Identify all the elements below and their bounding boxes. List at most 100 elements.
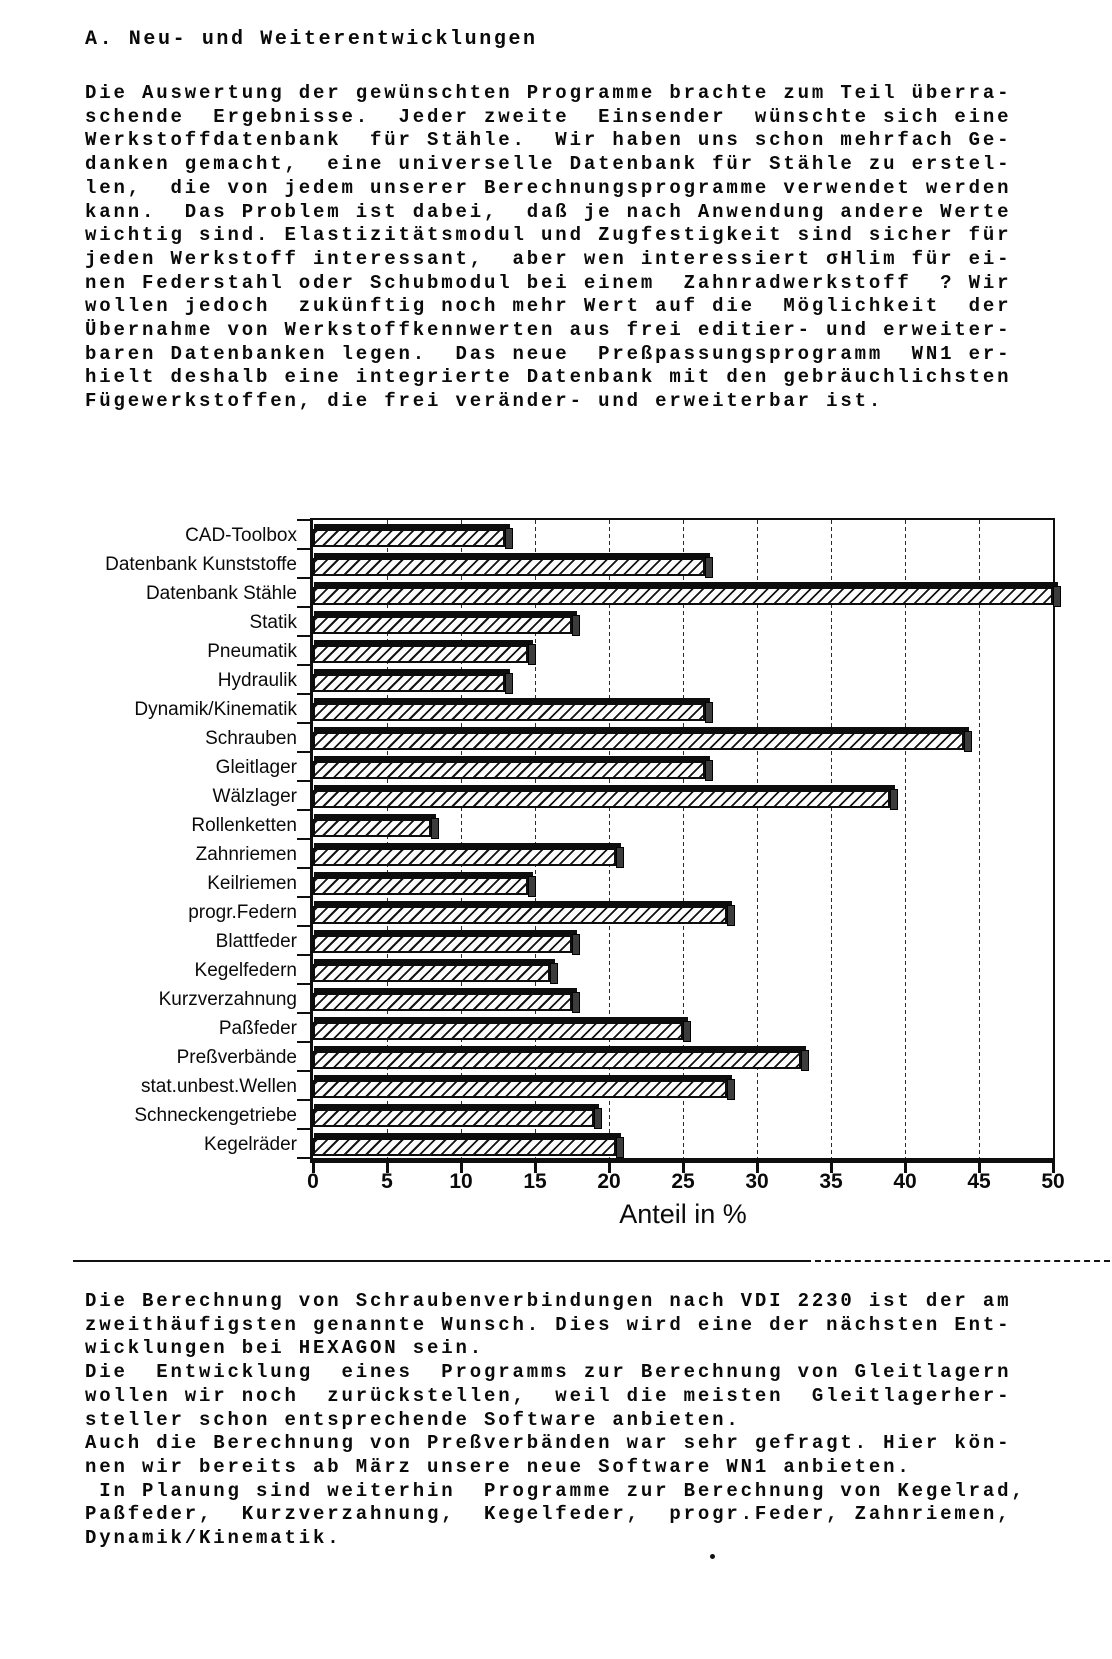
bar-end-cap — [572, 992, 580, 1013]
bar-front-face — [313, 1051, 801, 1069]
bar-top-face — [314, 901, 732, 908]
bar-front-face — [313, 558, 705, 576]
y-axis-tick — [297, 896, 310, 898]
paragraph-line: hielt deshalb eine integrierte Datenbank… — [85, 366, 1012, 389]
bar-row — [313, 752, 1053, 781]
y-axis-tick — [297, 751, 310, 753]
category-label: Zahnriemen — [195, 844, 297, 865]
category-label: Keilriemen — [207, 873, 297, 894]
bar-top-face — [314, 611, 577, 618]
paragraph-line: nen Federstahl oder Schubmodul bei einem… — [85, 271, 1012, 294]
bar-end-cap — [705, 702, 713, 723]
bar-front-face — [313, 993, 572, 1011]
y-axis-tick — [297, 548, 310, 550]
bar-top-face — [314, 727, 969, 734]
bar-end-cap — [528, 876, 536, 897]
bar-end-cap — [1053, 586, 1061, 607]
bar-end-cap — [616, 847, 624, 868]
bar-front-face — [313, 616, 572, 634]
bar-row — [313, 1042, 1053, 1071]
y-axis-tick — [297, 867, 310, 869]
bar-row — [313, 984, 1053, 1013]
bar-top-face — [314, 785, 895, 792]
x-axis-tick — [682, 1163, 685, 1173]
bar-top-face — [314, 640, 533, 647]
y-axis-tick — [297, 577, 310, 579]
gridline — [904, 520, 906, 1158]
bar-row — [313, 868, 1053, 897]
x-axis-tick-label: 10 — [449, 1170, 473, 1193]
stray-ink-dot — [710, 1554, 715, 1559]
bar-front-face — [313, 674, 505, 692]
x-axis-tick — [904, 1163, 907, 1173]
x-axis-tick — [386, 1163, 389, 1173]
bar-end-cap — [727, 1079, 735, 1100]
bar-top-face — [314, 1017, 688, 1024]
paragraph-line: Dynamik/Kinematik. — [85, 1527, 342, 1550]
intro-paragraph: Die Auswertung der gewünschten Programme… — [85, 82, 1011, 414]
bar-row — [313, 839, 1053, 868]
x-axis-tick — [460, 1163, 463, 1173]
y-axis-tick — [297, 780, 310, 782]
bar-front-face — [313, 906, 727, 924]
bar-row — [313, 636, 1053, 665]
plot-area — [297, 518, 1061, 1173]
bar-front-face — [313, 935, 572, 953]
bar-end-cap — [505, 673, 513, 694]
gridline — [682, 520, 684, 1158]
bar-end-cap — [594, 1108, 602, 1129]
bar-end-cap — [616, 1137, 624, 1158]
x-axis-tick-label: 50 — [1041, 1170, 1065, 1193]
y-axis-tick — [297, 722, 310, 724]
category-label: Datenbank Stähle — [145, 583, 297, 604]
bar-top-face — [314, 524, 510, 531]
y-axis-tick — [297, 838, 310, 840]
horizontal-rule — [73, 1260, 805, 1262]
bar-top-face — [314, 814, 436, 821]
y-axis-tick — [297, 1012, 310, 1014]
category-label: Schrauben — [205, 728, 297, 749]
y-axis-tick — [297, 1099, 310, 1101]
y-axis-tick — [297, 1157, 310, 1159]
bar-row — [313, 549, 1053, 578]
bar-end-cap — [572, 934, 580, 955]
bar-row — [313, 781, 1053, 810]
bar-end-cap — [431, 818, 439, 839]
bar-row — [313, 723, 1053, 752]
bar-row — [313, 607, 1053, 636]
gridline — [830, 520, 832, 1158]
category-label: Hydraulik — [217, 670, 297, 691]
y-axis-tick — [297, 809, 310, 811]
bar-top-face — [314, 930, 577, 937]
category-label: Paßfeder — [218, 1018, 297, 1039]
bar-end-cap — [550, 963, 558, 984]
y-axis-tick — [297, 693, 310, 695]
bar-top-face — [314, 843, 621, 850]
category-label: CAD-Toolbox — [185, 525, 297, 546]
bar-front-face — [313, 645, 528, 663]
y-axis-tick — [297, 1070, 310, 1072]
bar-row — [313, 694, 1053, 723]
bar-top-face — [314, 698, 710, 705]
x-axis-tick — [1052, 1163, 1055, 1173]
gridline — [608, 520, 610, 1158]
bar-top-face — [314, 872, 533, 879]
x-axis-tick-label: 35 — [819, 1170, 843, 1193]
bar-end-cap — [528, 644, 536, 665]
y-axis-tick — [297, 606, 310, 608]
x-axis-tick-label: 45 — [967, 1170, 991, 1193]
bar-row — [313, 810, 1053, 839]
bar-end-cap — [890, 789, 898, 810]
bar-row — [313, 1129, 1053, 1158]
bar-top-face — [314, 959, 555, 966]
paragraph-line: jeden Werkstoff interessant, aber wen in… — [85, 247, 1012, 270]
x-axis-tick — [978, 1163, 981, 1173]
y-axis-tick — [297, 954, 310, 956]
bar-end-cap — [705, 760, 713, 781]
bar-row — [313, 1071, 1053, 1100]
bar-front-face — [313, 732, 964, 750]
bar-top-face — [314, 1133, 621, 1140]
bar-end-cap — [505, 528, 513, 549]
paragraph-line: In Planung sind weiterhin Programme zur … — [85, 1479, 1026, 1502]
